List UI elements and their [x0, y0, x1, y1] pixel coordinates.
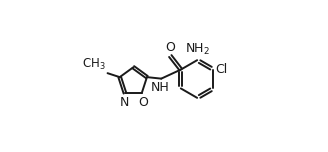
- Text: NH: NH: [151, 81, 170, 94]
- Text: O: O: [138, 96, 148, 109]
- Text: NH$_2$: NH$_2$: [185, 42, 210, 57]
- Text: O: O: [165, 41, 175, 54]
- Text: CH$_3$: CH$_3$: [82, 57, 106, 72]
- Text: N: N: [119, 96, 129, 109]
- Text: Cl: Cl: [215, 63, 228, 76]
